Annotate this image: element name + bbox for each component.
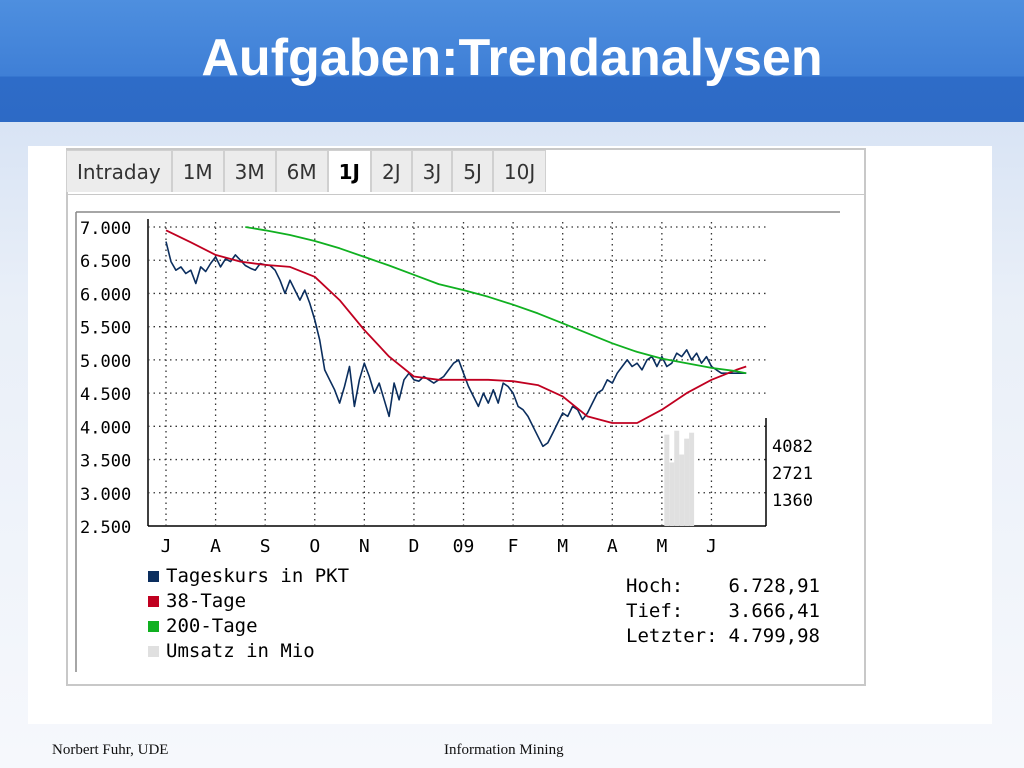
x-tick-label: O bbox=[309, 536, 320, 557]
slide-title: Aufgaben:Trendanalysen bbox=[201, 29, 823, 87]
stat-high-label: Hoch: bbox=[626, 575, 683, 597]
x-tick-label: J bbox=[161, 536, 172, 557]
volume-bar bbox=[689, 432, 695, 526]
footer-author: Norbert Fuhr, UDE bbox=[52, 742, 169, 758]
tab-1j[interactable]: 1J bbox=[327, 150, 371, 192]
legend-label: Umsatz in Mio bbox=[166, 640, 315, 662]
legend-label: Tageskurs in PKT bbox=[166, 565, 349, 587]
x-tick-label: F bbox=[508, 536, 519, 557]
y-tick-label: 5.000 bbox=[80, 352, 131, 372]
series-line-38-tage bbox=[165, 229, 747, 424]
x-tick-label: A bbox=[607, 536, 618, 557]
volume-bar bbox=[679, 454, 685, 526]
x-tick-label: N bbox=[359, 536, 370, 557]
y-tick-label: 3.500 bbox=[80, 452, 131, 472]
y-tick-label: 2.500 bbox=[80, 518, 131, 538]
x-tick-label: M bbox=[557, 536, 568, 557]
x-tick-label: D bbox=[409, 536, 420, 557]
stat-last-label: Letzter: bbox=[626, 625, 718, 647]
series-line-tageskurs-in-pkt bbox=[165, 241, 747, 448]
legend-swatch bbox=[148, 571, 159, 582]
x-tick-label: 09 bbox=[453, 536, 475, 557]
tab-2j[interactable]: 2J bbox=[371, 150, 412, 192]
chart-widget bbox=[66, 148, 866, 686]
tab-10j[interactable]: 10J bbox=[492, 150, 547, 192]
footer-course: Information Mining bbox=[444, 742, 564, 758]
volume-bar bbox=[684, 438, 690, 526]
y-tick-label: 4.500 bbox=[80, 385, 131, 405]
volume-bar bbox=[674, 430, 680, 526]
title-bar bbox=[0, 0, 1024, 122]
y-tick-label: 3.000 bbox=[80, 485, 131, 505]
y-tick-label: 6.500 bbox=[80, 252, 131, 272]
tab-3m[interactable]: 3M bbox=[223, 150, 276, 192]
x-tick-label: A bbox=[210, 536, 221, 557]
legend-swatch bbox=[148, 596, 159, 607]
x-tick-label: S bbox=[260, 536, 271, 557]
y-tick-label: 4.000 bbox=[80, 418, 131, 438]
stat-last-value: 4.799,98 bbox=[728, 625, 820, 647]
volume-bar bbox=[664, 434, 670, 526]
x-tick-label: J bbox=[706, 536, 717, 557]
x-tick-label: M bbox=[656, 536, 667, 557]
y-tick-label: 5.500 bbox=[80, 319, 131, 339]
tab-1m[interactable]: 1M bbox=[171, 150, 224, 192]
legend-swatch bbox=[148, 646, 159, 657]
tab-5j[interactable]: 5J bbox=[452, 150, 493, 192]
volume-bar bbox=[669, 462, 675, 526]
series-line-200-tage bbox=[245, 226, 747, 375]
legend-label: 38-Tage bbox=[166, 590, 246, 612]
legend-swatch bbox=[148, 621, 159, 632]
volume-tick-label: 4082 bbox=[772, 437, 813, 457]
stat-high-value: 6.728,91 bbox=[728, 575, 820, 597]
tab-3j[interactable]: 3J bbox=[411, 150, 453, 192]
period-tabs: Intraday 1M 3M 6M 1J 2J 3J 5J 10J bbox=[66, 150, 547, 194]
volume-tick-label: 1360 bbox=[772, 491, 813, 511]
tab-intraday[interactable]: Intraday bbox=[66, 150, 172, 192]
y-tick-label: 7.000 bbox=[80, 219, 131, 239]
volume-tick-label: 2721 bbox=[772, 464, 813, 484]
stat-low-label: Tief: bbox=[626, 600, 683, 622]
tab-underline bbox=[66, 194, 866, 195]
y-tick-label: 6.000 bbox=[80, 285, 131, 305]
tab-6m[interactable]: 6M bbox=[275, 150, 328, 192]
legend-label: 200-Tage bbox=[166, 615, 258, 637]
stat-low-value: 3.666,41 bbox=[728, 600, 820, 622]
